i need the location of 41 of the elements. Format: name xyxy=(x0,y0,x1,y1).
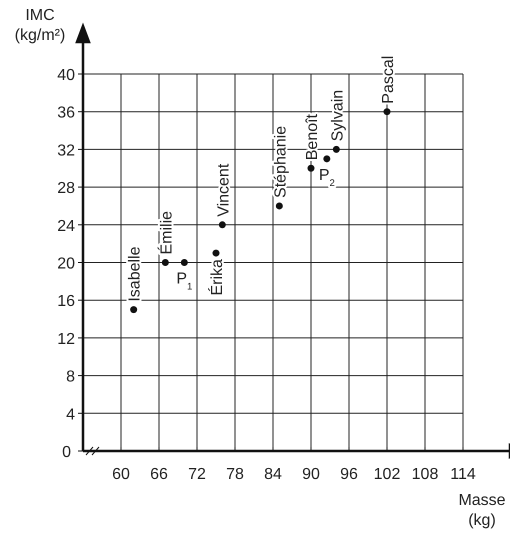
annotation: Isabelle xyxy=(126,246,144,302)
x-tick-label: 84 xyxy=(264,466,282,483)
annotation: Stéphanie xyxy=(272,126,290,198)
y-axis-title: IMC (kg/m²) xyxy=(14,7,66,44)
x-tick-label: 114 xyxy=(450,466,476,483)
point xyxy=(323,155,330,162)
point xyxy=(130,306,138,314)
x-tick-label: 102 xyxy=(374,466,400,483)
x-tick-label: 78 xyxy=(226,466,244,483)
y-tick-label: 8 xyxy=(66,368,76,386)
y-tick-label: 0 xyxy=(62,444,72,461)
y-tick-label: 36 xyxy=(57,104,76,122)
y-tick-label: 4 xyxy=(66,406,76,424)
point xyxy=(308,164,314,172)
point xyxy=(332,146,340,153)
y-tick-label: 16 xyxy=(57,293,76,310)
y-tick-label: 28 xyxy=(57,180,76,198)
x-tick-label: 108 xyxy=(412,466,438,483)
x-tick-label: 66 xyxy=(150,466,168,483)
x-tick-label: 60 xyxy=(112,466,130,483)
point xyxy=(218,221,226,228)
annotation: Sylvain xyxy=(329,90,346,142)
x-tick-label: 90 xyxy=(302,466,320,483)
annotation: P$_{2}$ xyxy=(318,166,335,188)
point xyxy=(162,259,169,266)
annotation: Érika xyxy=(208,258,226,296)
point xyxy=(212,250,220,257)
y-tick-label: 12 xyxy=(57,330,76,348)
y-tick-label: 24 xyxy=(57,218,76,235)
annotation: P$_{1}$ xyxy=(176,270,192,292)
point xyxy=(384,108,390,116)
x-tick-label: 72 xyxy=(188,466,206,483)
y-tick-label: 40 xyxy=(57,67,76,84)
point xyxy=(180,259,188,266)
point xyxy=(276,202,283,210)
y-tick-label: 20 xyxy=(57,256,76,272)
annotation: Vincent xyxy=(215,163,232,217)
x-axis-title: Masse (kg) xyxy=(458,492,506,529)
y-tick-label: 32 xyxy=(57,142,76,160)
annotation: Émilie xyxy=(157,210,176,254)
x-tick-label: 96 xyxy=(340,466,358,483)
